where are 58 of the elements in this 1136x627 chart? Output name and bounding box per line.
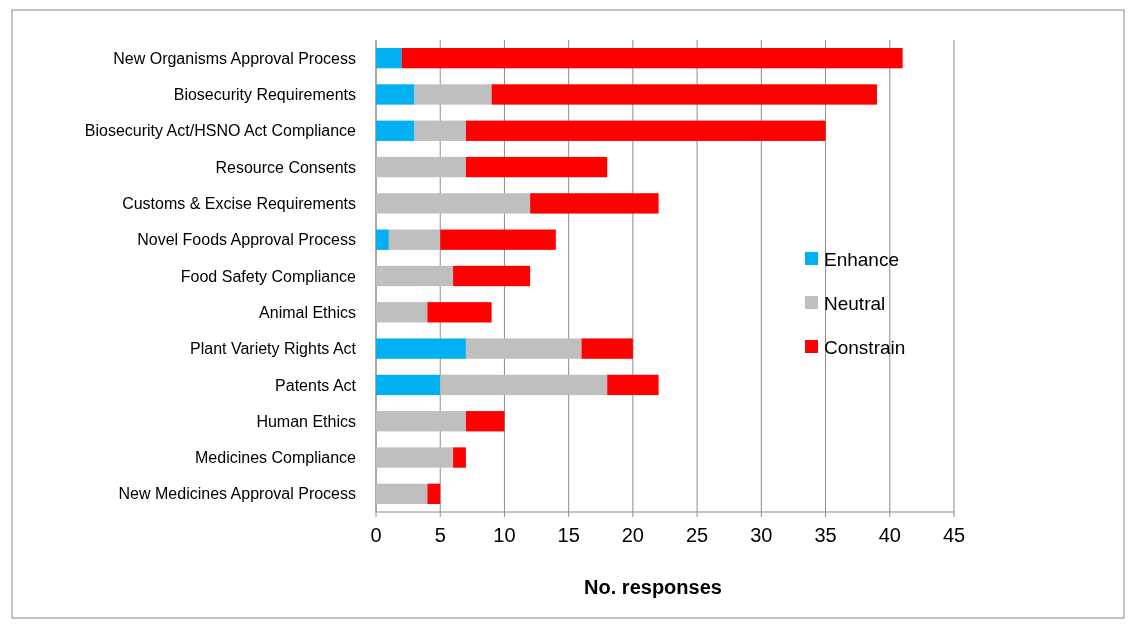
bar — [427, 302, 492, 323]
bar — [376, 120, 415, 141]
bar — [376, 483, 428, 505]
bar — [376, 193, 531, 214]
y-tick-label: Biosecurity Act/HSNO Act Compliance — [84, 122, 357, 140]
x-tick-label: 20 — [621, 524, 645, 546]
bar — [376, 302, 428, 323]
bar — [376, 84, 415, 105]
bar — [465, 156, 608, 178]
y-tick-label: Medicines Compliance — [195, 449, 357, 467]
y-tick-label: Biosecurity Requirements — [173, 86, 356, 104]
bar — [440, 374, 608, 396]
x-tick-label: 10 — [493, 524, 516, 546]
y-tick-label: Human Ethics — [256, 412, 356, 430]
x-tick-label: 0 — [370, 524, 382, 546]
x-tick-label: 5 — [434, 524, 446, 546]
bar — [376, 447, 454, 468]
bar — [376, 411, 466, 432]
y-tick-label: Animal Ethics — [259, 303, 356, 321]
bar — [376, 265, 454, 287]
y-tick-label: Food Safety Compliance — [180, 267, 357, 285]
bar — [376, 229, 389, 250]
bar — [440, 229, 556, 250]
bar — [530, 193, 659, 214]
bar — [388, 229, 441, 250]
bar — [376, 374, 441, 396]
x-tick-label: 45 — [942, 524, 966, 546]
bar — [401, 47, 903, 69]
y-tick-label: Resource Consents — [215, 158, 356, 176]
y-tick-label: Customs & Excise Requirements — [122, 194, 356, 212]
bar — [376, 47, 402, 69]
legend-label: Neutral — [824, 292, 886, 314]
bar — [453, 447, 466, 468]
x-tick-label: 25 — [685, 524, 709, 546]
bar — [465, 338, 582, 359]
x-axis-title: No. responses — [584, 576, 722, 598]
y-tick-label: New Organisms Approval Process — [113, 49, 356, 67]
bar — [581, 338, 633, 359]
bar — [414, 84, 492, 105]
x-tick-label: 35 — [814, 524, 837, 546]
x-tick-label: 30 — [750, 524, 773, 546]
y-tick-label: Plant Variety Rights Act — [190, 340, 357, 358]
x-tick-label: 40 — [878, 524, 901, 546]
bar — [453, 265, 531, 287]
bar — [491, 84, 877, 105]
bar — [607, 374, 659, 396]
bar — [414, 120, 466, 141]
legend-label: Enhance — [824, 248, 900, 270]
bar — [427, 483, 441, 505]
bar — [465, 120, 826, 141]
legend-label: Constrain — [824, 336, 906, 358]
bar — [376, 338, 466, 359]
y-tick-label: New Medicines Approval Process — [118, 485, 356, 503]
y-tick-label: Patents Act — [275, 376, 357, 394]
y-tick-label: Novel Foods Approval Process — [137, 231, 356, 249]
x-tick-label: 15 — [557, 524, 580, 546]
bar — [465, 411, 505, 432]
bar — [376, 156, 466, 178]
